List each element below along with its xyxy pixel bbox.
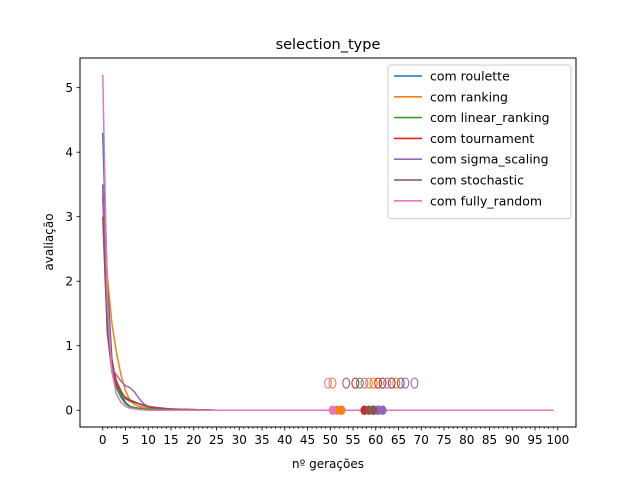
y-tick-label: 5 [65,81,73,95]
x-axis-title: nº gerações [292,457,364,471]
chart-title: selection_type [276,37,381,53]
x-tick-label: 90 [505,433,520,447]
legend-label: com roulette [430,69,510,84]
o-marker [360,377,369,389]
x-tick-label: 95 [527,433,542,447]
dot-marker [328,405,337,415]
x-tick-label: 75 [436,433,451,447]
legend-label: com tournament [430,131,534,146]
x-tick-label: 65 [391,433,406,447]
o-marker [351,377,360,389]
legend-label: com stochastic [430,173,524,188]
o-marker [355,377,364,389]
y-tick-label: 3 [65,210,73,224]
y-tick-label: 1 [65,339,73,353]
legend-label: com sigma_scaling [430,152,549,167]
x-tick-label: 30 [232,433,247,447]
axes-layer: 0 5 10 15 20 25 30 35 40 45 50 55 60 65 70 75 80 85 90 95 10… [65,81,569,447]
plot-layer [102,74,554,415]
legend-label: com linear_ranking [430,110,550,125]
legend: com roulette com ranking com linear_rankin… [387,64,572,220]
o-marker [387,377,396,389]
x-tick-label: 5 [122,433,130,447]
series-line [102,216,554,411]
plot-frame [79,57,577,428]
y-tick-label: 4 [65,146,73,160]
o-marker [342,377,351,389]
x-tick-label: 45 [300,433,315,447]
y-axis-title: avaliação [42,213,56,270]
x-tick-label: 10 [141,433,156,447]
o-marker [328,377,337,389]
dot-marker [378,405,387,415]
o-marker [396,377,405,389]
x-tick-label: 20 [186,433,201,447]
o-marker [378,377,387,389]
y-tick-label: 2 [65,275,73,289]
x-tick-label: 100 [546,433,569,447]
o-marker [369,377,378,389]
o-marker [324,377,332,389]
x-tick-label: 55 [345,433,360,447]
x-tick-label: 25 [209,433,224,447]
x-tick-label: 80 [459,433,474,447]
y-tick-label: 0 [65,404,73,418]
x-tick-label: 70 [414,433,429,447]
x-tick-label: 35 [254,433,269,447]
x-tick-label: 50 [323,433,338,447]
dot-marker [337,405,346,415]
series-line [102,74,554,411]
o-marker [383,377,392,389]
x-tick-label: 0 [99,433,107,447]
legend-label: com fully_random [430,193,542,208]
legend-label: com ranking [430,89,508,104]
o-marker [374,377,383,389]
o-marker [392,377,401,389]
x-tick-label: 15 [163,433,178,447]
dot-marker [369,405,378,415]
x-tick-label: 60 [368,433,383,447]
o-marker [410,377,419,389]
x-tick-label: 85 [482,433,497,447]
o-marker [365,377,373,389]
x-tick-label: 40 [277,433,292,447]
o-marker [401,377,410,389]
legend-box [387,64,572,220]
series-line [102,190,554,411]
